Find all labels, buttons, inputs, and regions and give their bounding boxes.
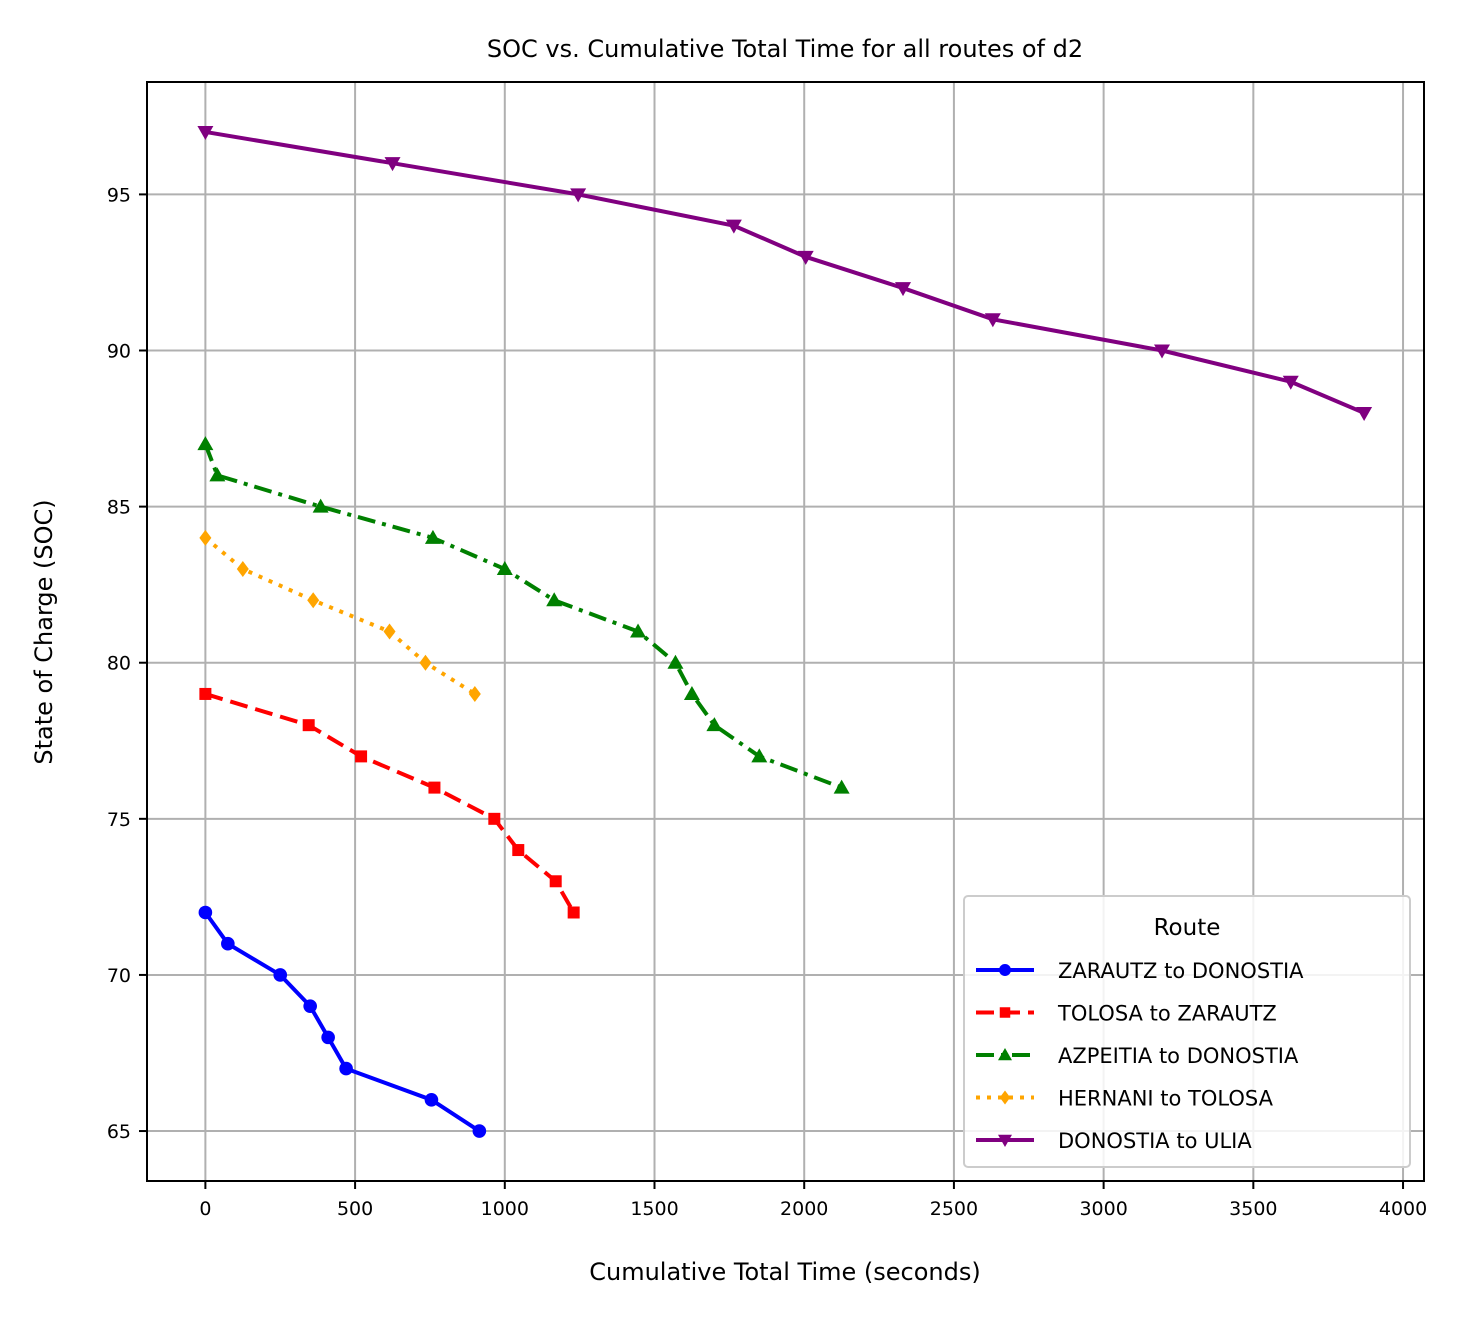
data-point	[302, 719, 315, 732]
data-point	[895, 282, 912, 297]
data-point	[428, 781, 441, 794]
y-tick-label: 95	[107, 184, 131, 206]
legend-entry-label: DONOSTIA to ULIA	[1058, 1129, 1252, 1153]
y-tick-label: 90	[107, 341, 131, 363]
data-point	[998, 1134, 1012, 1147]
x-tick-label: 3000	[1079, 1198, 1127, 1220]
data-point	[236, 561, 249, 578]
legend-title: Route	[1154, 915, 1221, 941]
data-point	[512, 844, 525, 857]
data-point	[339, 1061, 353, 1076]
series-group	[197, 125, 1373, 1138]
x-tick-label: 3500	[1229, 1198, 1277, 1220]
data-point	[998, 1048, 1012, 1061]
legend-entry-label: HERNANI to TOLOSA	[1058, 1087, 1274, 1111]
y-tick-label: 65	[107, 1121, 131, 1143]
data-point	[384, 157, 401, 172]
x-tick-label: 1500	[630, 1198, 678, 1220]
y-tick-label: 85	[107, 497, 131, 519]
data-point	[999, 1090, 1011, 1105]
y-tick-label: 70	[107, 965, 131, 987]
y-tick-label: 80	[107, 653, 131, 675]
data-point	[383, 623, 396, 640]
data-point	[725, 219, 742, 234]
x-tick-label: 4000	[1379, 1198, 1427, 1220]
data-point	[1356, 406, 1373, 421]
data-point	[197, 125, 214, 140]
data-point	[199, 687, 212, 700]
data-point	[706, 717, 723, 732]
data-point	[424, 529, 441, 544]
data-point	[488, 812, 501, 825]
data-point	[667, 654, 684, 669]
data-point	[549, 875, 562, 888]
data-point	[567, 906, 580, 919]
data-point	[1154, 344, 1171, 359]
data-point	[303, 999, 317, 1013]
data-point	[419, 654, 432, 671]
series-line	[203, 911, 481, 1133]
legend-entry-label: TOLOSA to ZARAUTZ	[1057, 1002, 1277, 1026]
y-axis-label: State of Charge (SOC)	[30, 499, 58, 764]
y-tick-label: 75	[107, 809, 131, 831]
data-point	[751, 748, 768, 763]
data-point	[199, 529, 212, 546]
data-point	[198, 905, 213, 920]
data-point	[630, 623, 647, 638]
data-point	[999, 964, 1011, 976]
series-line	[204, 536, 476, 696]
legend-box	[963, 895, 1411, 1168]
x-tick-label: 2000	[780, 1198, 828, 1220]
data-point	[833, 779, 850, 794]
data-point	[468, 685, 481, 702]
data-point	[496, 561, 513, 576]
data-point	[209, 467, 226, 482]
plot-frame	[146, 81, 1425, 1182]
data-point	[273, 968, 288, 982]
data-point	[472, 1124, 487, 1138]
data-point	[197, 436, 214, 451]
data-point	[221, 936, 235, 951]
series-line	[205, 129, 1365, 415]
data-point	[321, 1030, 335, 1045]
x-tick-label: 500	[337, 1198, 373, 1220]
data-point	[683, 685, 700, 700]
data-point	[307, 592, 320, 609]
legend-entry-label: ZARAUTZ to DONOSTIA	[1058, 959, 1304, 983]
legend: Route ZARAUTZ to DONOSTIA TOLOSA to ZARAUT…	[963, 895, 1411, 1168]
chart-title: SOC vs. Cumulative Total Time for all ro…	[487, 35, 1083, 63]
data-point	[984, 313, 1001, 328]
data-point	[999, 1007, 1011, 1018]
data-point	[570, 188, 587, 203]
x-tick-label: 2500	[930, 1198, 978, 1220]
data-point	[1282, 375, 1299, 390]
data-point	[312, 498, 329, 513]
data-point	[797, 250, 814, 265]
x-tick-label: 1000	[481, 1198, 529, 1220]
data-point	[355, 750, 368, 763]
data-point	[546, 592, 563, 607]
data-point	[424, 1093, 439, 1107]
legend-entry-label: AZPEITIA to DONOSTIA	[1058, 1044, 1299, 1068]
ticks: 0 500 1000 1500 2000 2500 3000 3500 4000 65 70 75 80…	[107, 184, 1427, 1220]
x-tick-label: 0	[199, 1198, 211, 1220]
x-axis-label: Cumulative Total Time (seconds)	[589, 1258, 980, 1286]
series-line	[204, 692, 576, 914]
